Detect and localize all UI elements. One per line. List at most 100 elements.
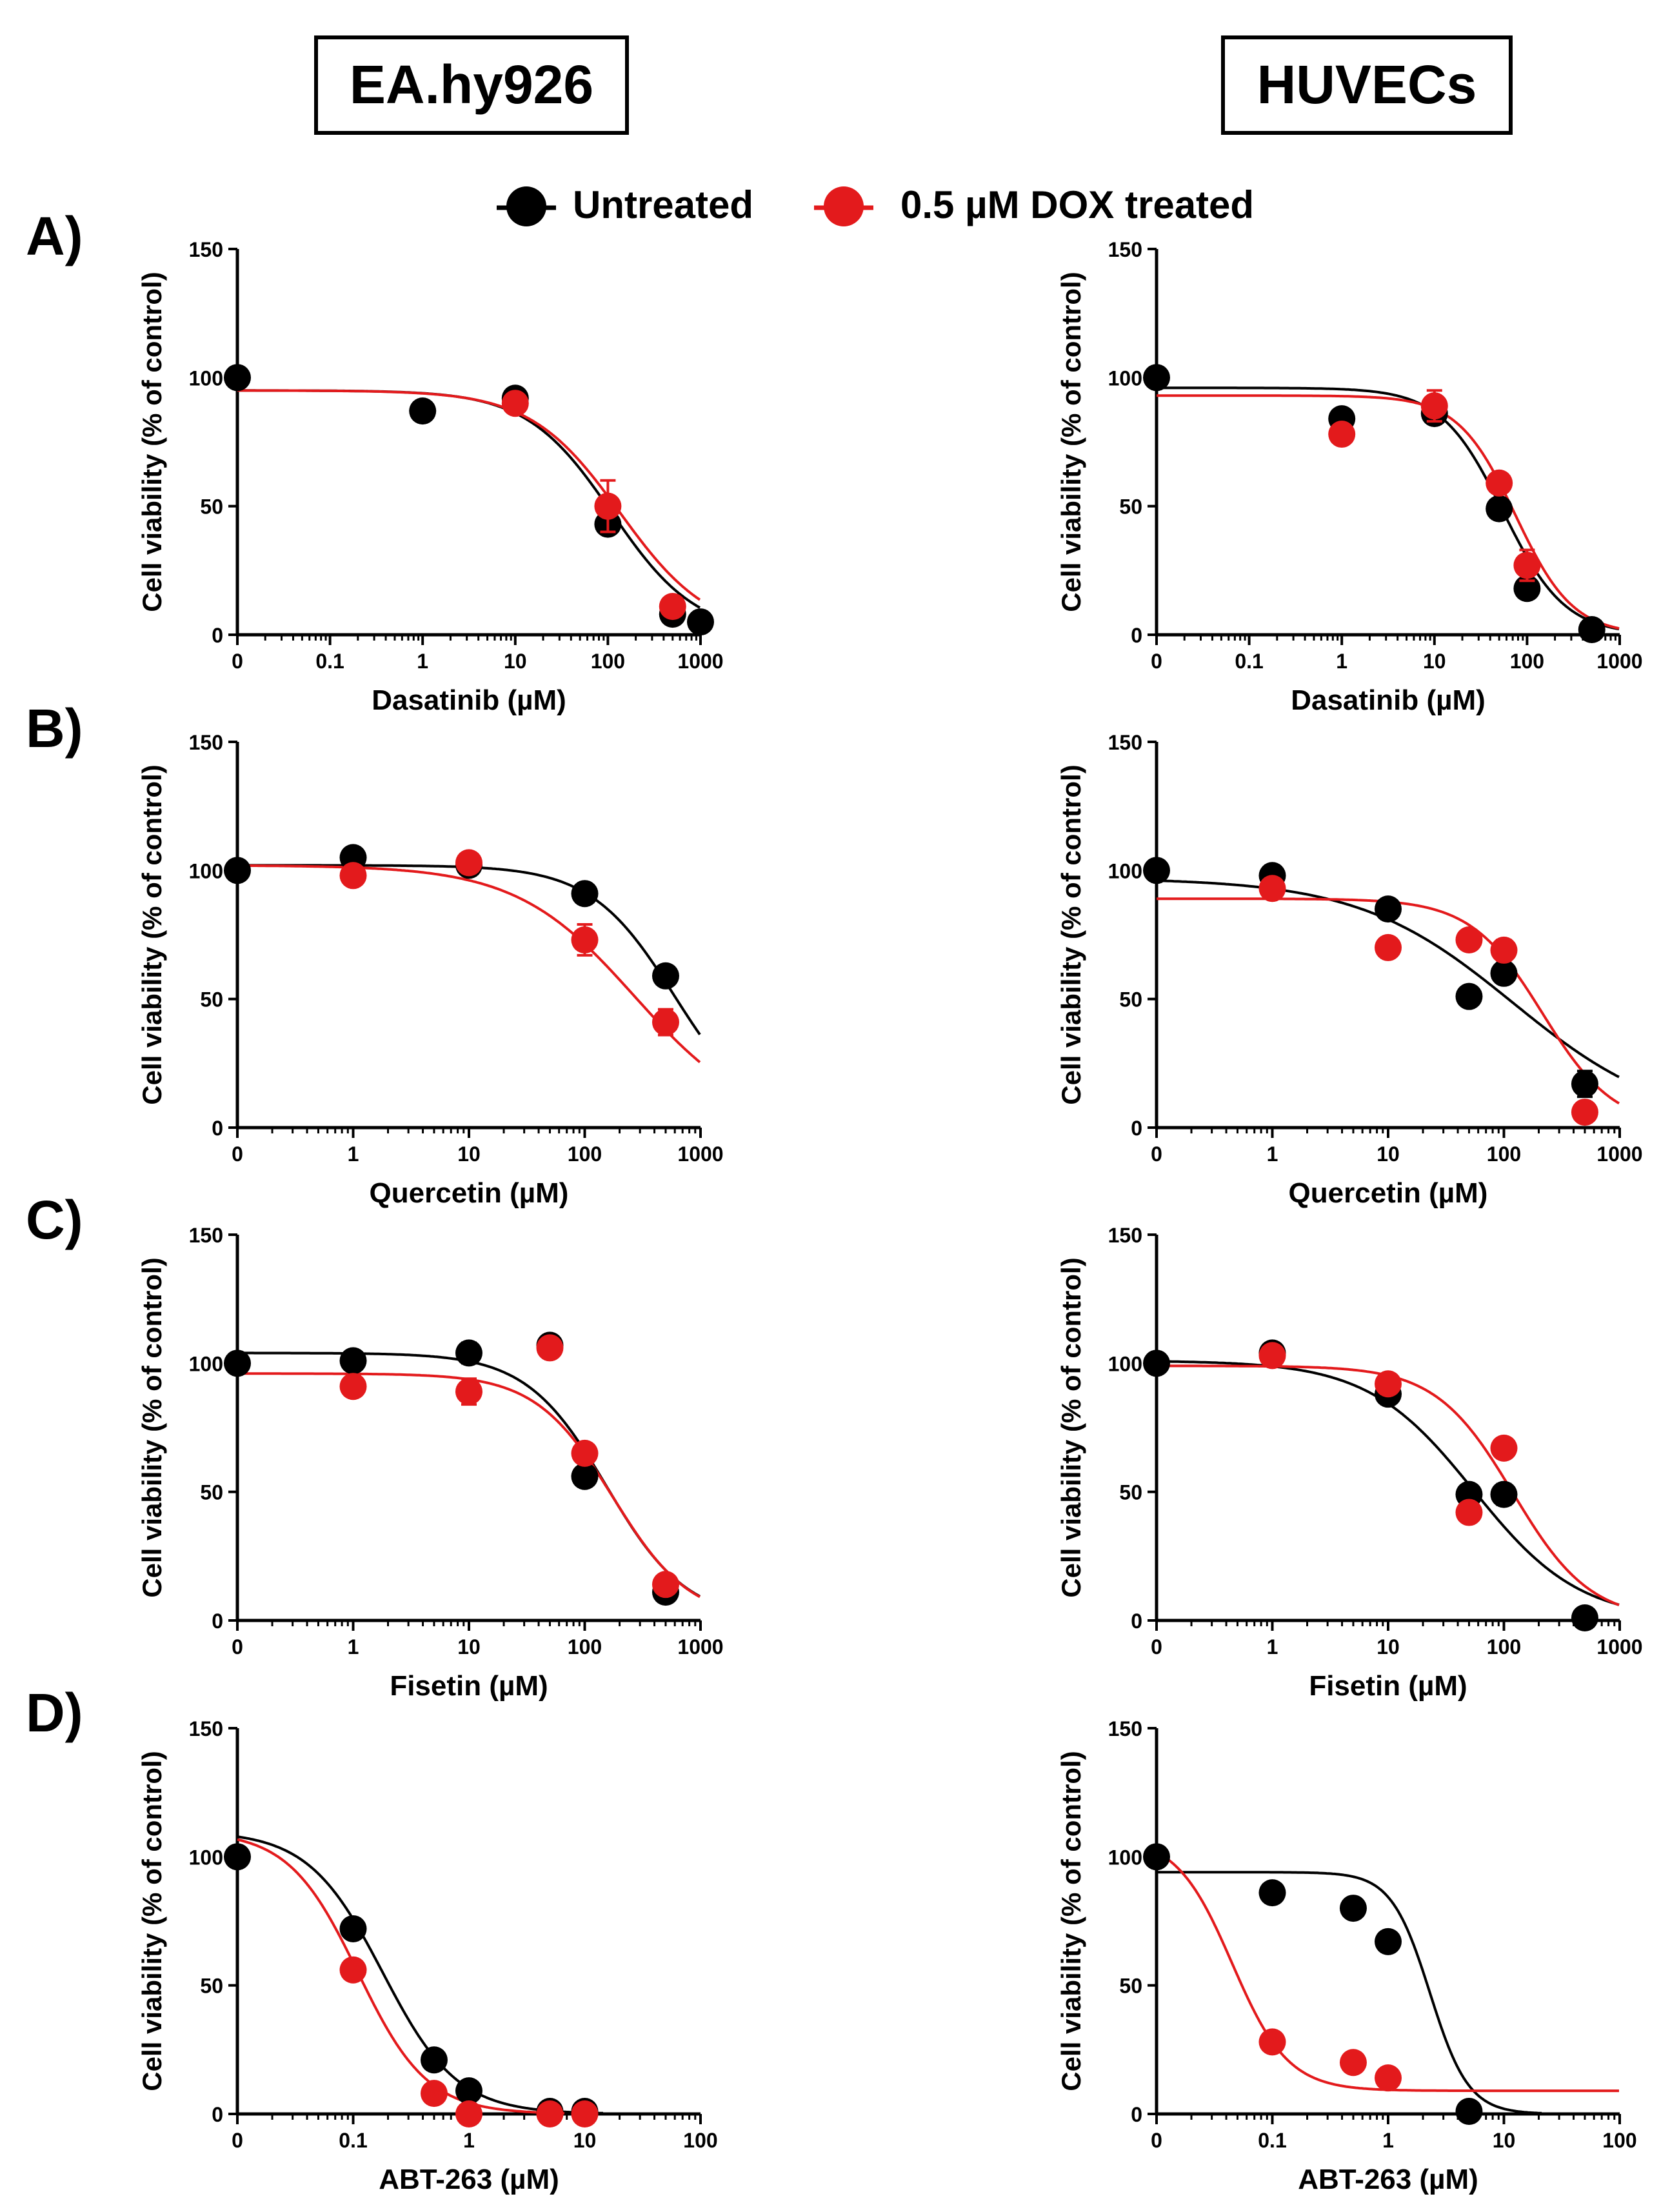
data-point-treated	[651, 1571, 679, 1599]
y-tick-label: 50	[1119, 988, 1142, 1011]
row-label-b: B)	[26, 698, 83, 759]
fit-curve-treated	[237, 389, 701, 601]
data-point-untreated	[1490, 959, 1518, 987]
y-tick-label: 150	[1108, 1717, 1142, 1740]
y-axis-label: Cell viability (% of control)	[1056, 1751, 1086, 2091]
data-point-untreated	[1490, 1480, 1518, 1508]
y-tick-label: 0	[1131, 1609, 1142, 1633]
y-tick-label: 0	[212, 1117, 223, 1140]
y-axis-label: Cell viability (% of control)	[137, 764, 167, 1104]
x-tick-label: 0	[1151, 650, 1162, 673]
x-tick-label: 1000	[677, 1142, 723, 1166]
x-tick-label: 100	[568, 1142, 602, 1166]
y-tick-label: 150	[189, 238, 223, 261]
x-tick-label: 10	[457, 1635, 481, 1659]
row-label-c: C)	[26, 1190, 83, 1250]
data-point-treated	[1513, 552, 1541, 579]
x-tick-label: 1	[348, 1635, 359, 1659]
x-tick-label: 1	[348, 1142, 359, 1166]
header-left: EA.hy926	[350, 54, 593, 115]
y-tick-label: 50	[1119, 1481, 1142, 1504]
data-point-treated	[339, 862, 367, 890]
data-point-treated	[1258, 2028, 1286, 2056]
x-tick-label: 0	[1151, 2129, 1162, 2152]
x-tick-label: 0	[232, 1635, 243, 1659]
x-axis-label: Quercetin (µM)	[370, 1177, 569, 1209]
x-tick-label: 0.1	[1258, 2129, 1286, 2152]
x-tick-label: 1000	[1596, 1635, 1642, 1659]
x-tick-label: 100	[568, 1635, 602, 1659]
chart-panel-2-2: 0 50 100 150 0 1 10 100 1000 Quercetin (µM) Cell v…	[1056, 731, 1643, 1209]
fit-curve-untreated	[237, 389, 701, 609]
data-point-untreated	[1143, 857, 1170, 884]
data-point-treated	[1490, 1434, 1518, 1462]
x-tick-label: 1	[463, 2129, 475, 2152]
data-point-treated	[339, 1956, 367, 1984]
data-point-untreated	[1571, 1070, 1598, 1098]
data-point-untreated	[339, 1915, 367, 1942]
x-tick-label: 100	[1510, 650, 1544, 673]
y-axis-label: Cell viability (% of control)	[137, 1751, 167, 2091]
x-tick-label: 0	[232, 650, 243, 673]
data-point-treated	[1571, 1099, 1598, 1126]
x-axis-label: Dasatinib (µM)	[1291, 684, 1486, 716]
x-tick-label: 0.1	[339, 2129, 367, 2152]
x-tick-label: 1000	[677, 1635, 723, 1659]
header-left-box	[314, 35, 629, 135]
data-point-treated	[571, 1439, 599, 1467]
y-tick-label: 50	[200, 495, 223, 519]
data-point-treated	[1375, 2064, 1402, 2092]
x-tick-label: 1	[1382, 2129, 1394, 2152]
data-point-untreated	[455, 1339, 482, 1367]
data-point-untreated	[224, 857, 251, 884]
y-tick-label: 50	[1119, 1975, 1142, 1998]
y-tick-label: 100	[189, 859, 223, 882]
y-tick-label: 100	[189, 1846, 223, 1869]
x-tick-label: 1000	[1596, 650, 1642, 673]
y-axis-label: Cell viability (% of control)	[137, 1257, 167, 1597]
data-point-untreated	[224, 1350, 251, 1377]
fit-curve-treated	[1157, 394, 1620, 630]
data-point-treated	[651, 1008, 679, 1036]
y-tick-label: 0	[212, 2103, 223, 2126]
y-tick-label: 50	[1119, 495, 1142, 519]
fit-curve-treated	[237, 864, 701, 1064]
chart-panel-1-1: 0 50 100 150 0 0.1 1 10 100 1000 Dasatinib (µM) Cel…	[137, 238, 724, 716]
x-tick-label: 1	[1267, 1635, 1278, 1659]
data-point-untreated	[409, 397, 437, 425]
x-tick-label: 0	[232, 1142, 243, 1166]
y-tick-label: 0	[1131, 1117, 1142, 1140]
row-label-a: A)	[26, 206, 83, 266]
y-tick-label: 150	[189, 1224, 223, 1247]
y-tick-label: 150	[1108, 731, 1142, 754]
data-point-treated	[659, 593, 686, 621]
data-point-treated	[501, 390, 529, 417]
x-tick-label: 10	[457, 1142, 481, 1166]
x-axis-label: Fisetin (µM)	[390, 1670, 548, 1702]
x-tick-label: 0.1	[1235, 650, 1263, 673]
fit-curve-treated	[237, 1838, 565, 2115]
x-tick-label: 10	[1423, 650, 1446, 673]
legend-treated-label: 0.5 µM DOX treated	[900, 183, 1254, 226]
y-axis-label: Cell viability (% of control)	[137, 272, 167, 612]
data-point-untreated	[1578, 616, 1605, 644]
chart-panel-3-2: 0 50 100 150 0 1 10 100 1000 Fisetin (µM) Cell via…	[1056, 1224, 1643, 1702]
data-point-untreated	[1143, 1843, 1170, 1871]
legend-untreated-marker	[506, 186, 546, 226]
data-point-treated	[1420, 392, 1448, 420]
x-tick-label: 10	[573, 2129, 597, 2152]
x-tick-label: 10	[504, 650, 527, 673]
x-tick-label: 100	[1487, 1142, 1521, 1166]
data-point-treated	[455, 2100, 482, 2127]
data-point-treated	[1339, 2049, 1367, 2077]
x-tick-label: 1000	[1596, 1142, 1642, 1166]
data-point-untreated	[1571, 1604, 1598, 1632]
x-tick-label: 1	[417, 650, 428, 673]
data-point-treated	[571, 926, 599, 953]
x-tick-label: 100	[591, 650, 625, 673]
x-axis-label: ABT-263 (µM)	[1298, 2164, 1478, 2195]
x-axis-label: Quercetin (µM)	[1289, 1177, 1488, 1209]
y-tick-label: 100	[1108, 1352, 1142, 1375]
data-point-untreated	[224, 364, 251, 392]
